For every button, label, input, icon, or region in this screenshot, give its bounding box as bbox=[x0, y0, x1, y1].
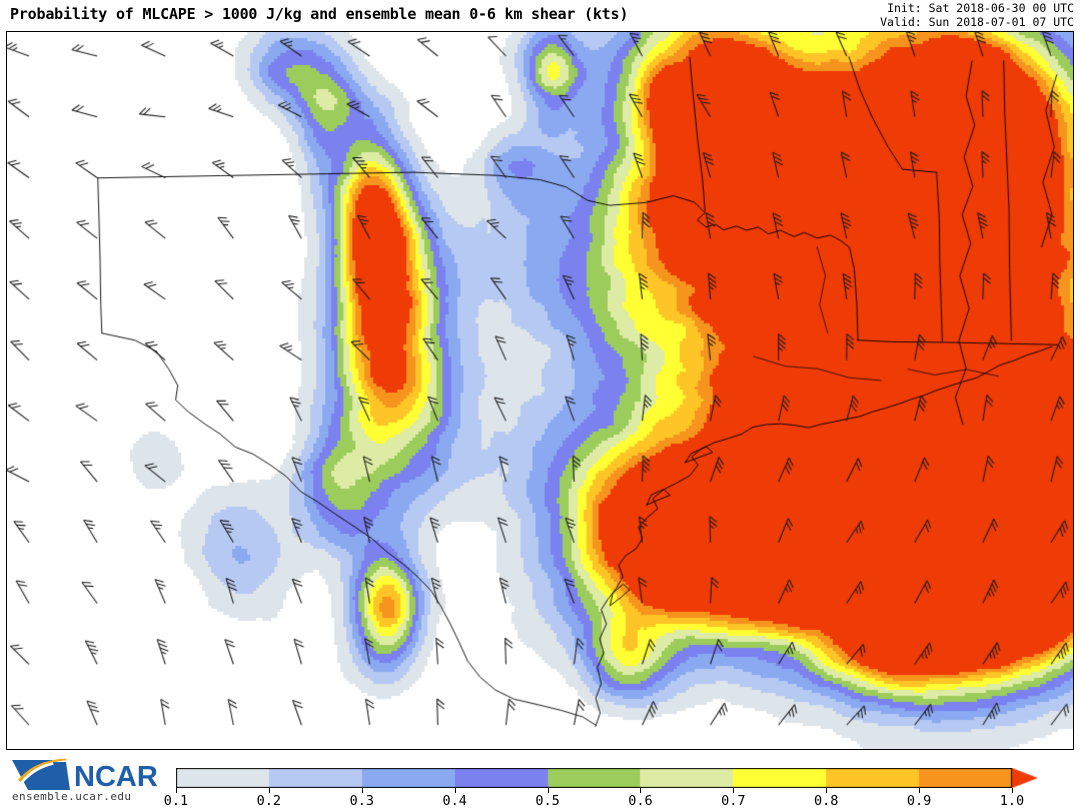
colorbar-tick bbox=[1012, 788, 1013, 793]
colorbar-tick bbox=[268, 788, 270, 793]
colorbar-tick bbox=[826, 788, 828, 793]
colorbar-tick-label: 0.6 bbox=[628, 793, 653, 809]
colorbar-tick-label: 0.7 bbox=[721, 793, 746, 809]
colorbar-tick-label: 0.5 bbox=[535, 793, 560, 809]
colorbar-tick-label: 0.8 bbox=[814, 793, 839, 809]
colorbar-tick-labels: 0.1 0.2 0.3 0.4 0.5 0.6 0.7 0.8 0.9 1.0 bbox=[164, 788, 1056, 810]
colorbar-tick bbox=[733, 788, 735, 793]
ncar-wordmark: NCAR bbox=[74, 761, 158, 793]
colorbar-tick bbox=[640, 788, 642, 793]
probability-field-canvas[interactable] bbox=[7, 32, 1073, 749]
header-bar: Probability of MLCAPE > 1000 J/kg and en… bbox=[0, 0, 1080, 31]
page-title: Probability of MLCAPE > 1000 J/kg and en… bbox=[10, 5, 629, 23]
colorbar-tick-label: 1.0 bbox=[999, 793, 1025, 809]
ncar-logo[interactable]: NCAR bbox=[8, 756, 168, 806]
valid-time: Valid: Sun 2018-07-01 07 UTC bbox=[880, 14, 1074, 29]
footer-bar: NCAR ensemble.ucar.edu 0.1 0.2 0.3 0.4 0.5 0.… bbox=[0, 752, 1080, 810]
colorbar-tick-label: 0.4 bbox=[442, 793, 467, 809]
colorbar-tick bbox=[361, 788, 363, 793]
colorbar-tick-label: 0.9 bbox=[906, 793, 932, 809]
probability-colorbar[interactable] bbox=[176, 768, 1038, 788]
colorbar-tick bbox=[919, 788, 921, 793]
init-time: Init: Sat 2018-06-30 00 UTC bbox=[887, 1, 1074, 15]
colorbar-tick bbox=[454, 788, 456, 793]
colorbar-tick-label: 0.1 bbox=[163, 793, 189, 809]
ncar-logo-mark bbox=[12, 758, 70, 790]
colorbar-tick bbox=[547, 788, 549, 793]
colorbar-tick bbox=[176, 788, 177, 793]
colorbar-tick-label: 0.3 bbox=[349, 793, 374, 809]
ensemble-url[interactable]: ensemble.ucar.edu bbox=[12, 790, 132, 803]
colorbar-tick-label: 0.2 bbox=[256, 793, 282, 809]
run-timestamps: Init: Sat 2018-06-30 00 UTC Valid: Sun 2… bbox=[880, 1, 1074, 29]
map-panel[interactable] bbox=[6, 31, 1074, 750]
